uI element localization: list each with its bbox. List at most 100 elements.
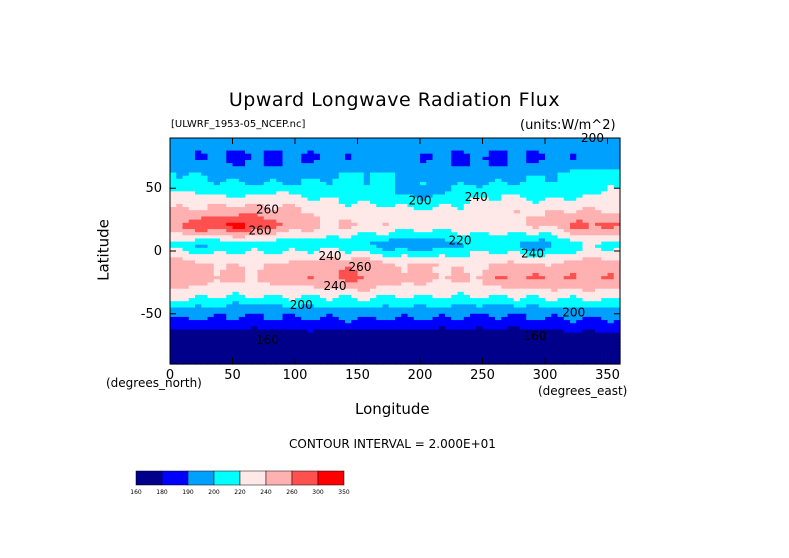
heatmap-cell (482, 288, 490, 293)
heatmap-cell (338, 207, 346, 211)
heatmap-cell (201, 254, 209, 258)
heatmap-cell (588, 225, 596, 230)
heatmap-cell (457, 203, 465, 208)
heatmap-cell (201, 159, 209, 164)
heatmap-cell (576, 266, 584, 271)
heatmap-cell (595, 301, 602, 305)
heatmap-cell (457, 266, 465, 271)
heatmap-cell (495, 241, 502, 246)
heatmap-cell (532, 150, 540, 155)
heatmap-cell (276, 147, 284, 152)
heatmap-cell (351, 150, 359, 155)
heatmap-cell (382, 291, 390, 296)
heatmap-cell (251, 219, 259, 224)
heatmap-cell (607, 323, 615, 327)
heatmap-cell (326, 244, 334, 249)
heatmap-cell (445, 159, 452, 164)
heatmap-cell (376, 288, 384, 293)
heatmap-cell (420, 260, 427, 265)
heatmap-cell (182, 254, 190, 258)
heatmap-cell (345, 285, 352, 290)
heatmap-cell (232, 335, 240, 340)
heatmap-cell (363, 279, 371, 283)
heatmap-cell (438, 282, 446, 287)
heatmap-cell (470, 207, 477, 211)
heatmap-cell (601, 235, 609, 240)
heatmap-cell (313, 216, 321, 221)
heatmap-cell (401, 163, 409, 167)
heatmap-cell (545, 351, 552, 356)
heatmap-cell (251, 298, 259, 302)
heatmap-cell (345, 257, 352, 262)
heatmap-cell (407, 153, 415, 158)
heatmap-cell (263, 335, 271, 340)
heatmap-cell (182, 288, 190, 293)
heatmap-cell (588, 348, 596, 353)
heatmap-cell (332, 235, 340, 240)
heatmap-cell (488, 307, 496, 312)
heatmap-cell (263, 269, 271, 274)
heatmap-cell (295, 172, 302, 177)
heatmap-cell (420, 156, 427, 161)
heatmap-cell (320, 153, 327, 158)
heatmap-cell (513, 153, 521, 158)
heatmap-cell (288, 260, 296, 265)
heatmap-cell (426, 185, 434, 189)
heatmap-cell (245, 213, 252, 218)
heatmap-cell (376, 235, 384, 240)
heatmap-cell (526, 335, 534, 340)
heatmap-cell (395, 298, 402, 302)
heatmap-cell (482, 210, 490, 214)
heatmap-cell (270, 141, 277, 145)
heatmap-cell (288, 247, 296, 252)
heatmap-cell (376, 138, 384, 142)
heatmap-cell (413, 307, 421, 312)
heatmap-cell (445, 254, 452, 258)
heatmap-cell (332, 172, 340, 177)
heatmap-cell (257, 266, 265, 271)
heatmap-cell (407, 225, 415, 230)
heatmap-cell (607, 225, 615, 230)
heatmap-cell (357, 323, 365, 327)
heatmap-cell (363, 269, 371, 274)
heatmap-cell (395, 320, 402, 324)
heatmap-cell (532, 323, 540, 327)
heatmap-cell (176, 163, 184, 167)
heatmap-cell (351, 269, 359, 274)
heatmap-cell (595, 266, 602, 271)
heatmap-cell (588, 166, 596, 170)
heatmap-cell (595, 153, 602, 158)
heatmap-cell (545, 326, 552, 331)
heatmap-cell (232, 304, 240, 309)
heatmap-cell (488, 191, 496, 196)
heatmap-cell (245, 294, 252, 299)
heatmap-cell (238, 185, 246, 189)
heatmap-cell (457, 210, 465, 214)
heatmap-cell (270, 282, 277, 287)
heatmap-cell (220, 178, 227, 183)
heatmap-cell (307, 150, 315, 155)
heatmap-cell (301, 244, 309, 249)
heatmap-cell (201, 263, 209, 268)
heatmap-cell (607, 185, 615, 189)
heatmap-cell (351, 216, 359, 221)
heatmap-cell (570, 251, 577, 255)
heatmap-cell (201, 326, 209, 331)
heatmap-cell (395, 345, 402, 349)
heatmap-cell (545, 251, 552, 255)
heatmap-cell (288, 175, 296, 180)
heatmap-cell (613, 332, 621, 337)
heatmap-cell (332, 342, 340, 346)
heatmap-cell (601, 169, 609, 174)
heatmap-cell (407, 288, 415, 293)
heatmap-cell (538, 326, 546, 331)
heatmap-cell (326, 229, 334, 233)
heatmap-cell (332, 254, 340, 258)
heatmap-cell (257, 298, 265, 302)
heatmap-cell (370, 326, 377, 331)
heatmap-cell (288, 329, 296, 334)
heatmap-cell (251, 310, 259, 315)
heatmap-cell (363, 288, 371, 293)
heatmap-cell (476, 241, 484, 246)
heatmap-cell (320, 185, 327, 189)
